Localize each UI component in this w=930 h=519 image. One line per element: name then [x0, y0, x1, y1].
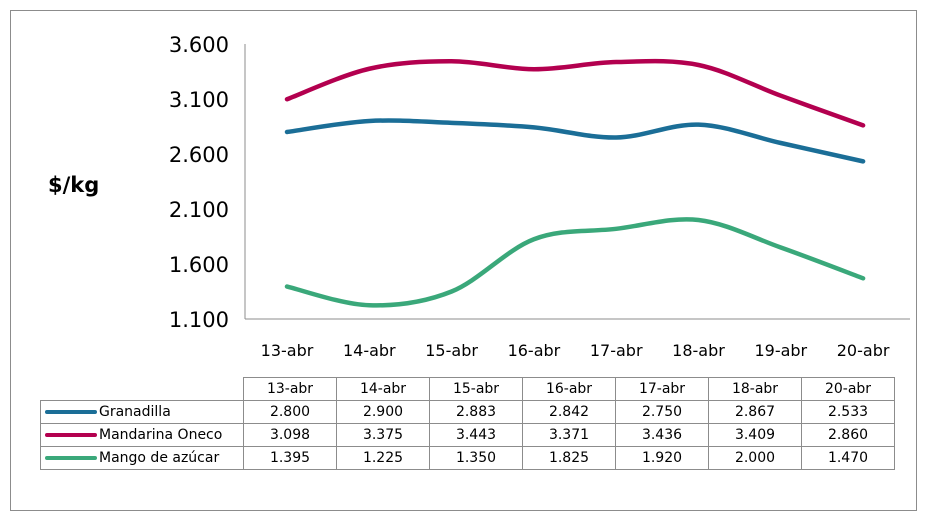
table-row: Mango de azúcar 1.395 1.225 1.350 1.825 1.920… [40, 446, 895, 470]
x-tick-label: 19-abr [754, 341, 807, 360]
x-tick-label: 14-abr [343, 341, 396, 360]
table-column-header: 15-abr [429, 377, 523, 401]
table-cell: 3.375 [336, 423, 430, 447]
table-cell: 2.533 [801, 400, 895, 424]
table-corner [40, 377, 244, 401]
series-line [284, 118, 866, 164]
y-tick-label: 2.100 [169, 198, 229, 222]
series-name: Mango de azúcar [99, 450, 220, 466]
table-cell: 1.225 [336, 446, 430, 470]
table-column-header: 18-abr [708, 377, 802, 401]
y-tick-label: 1.600 [169, 253, 229, 277]
x-tick-label: 17-abr [590, 341, 643, 360]
table-cell: 2.800 [243, 400, 337, 424]
table-cell: 1.920 [615, 446, 709, 470]
table-cell: 2.000 [708, 446, 802, 470]
table-cell: 3.098 [243, 423, 337, 447]
legend-key [45, 410, 97, 414]
series-line [284, 58, 866, 128]
y-tick-label: 3.600 [169, 33, 229, 57]
y-tick-label: 2.600 [169, 143, 229, 167]
x-tick-label: 16-abr [508, 341, 561, 360]
table-cell: 3.409 [708, 423, 802, 447]
table-column-header: 16-abr [522, 377, 616, 401]
table-cell: 3.371 [522, 423, 616, 447]
table-cell: 2.883 [429, 400, 523, 424]
table-row: Mandarina Oneco 3.098 3.375 3.443 3.371 3.436… [40, 423, 895, 447]
series-legend-label: Granadilla [40, 400, 244, 424]
series-name: Granadilla [99, 404, 171, 420]
table-cell: 1.350 [429, 446, 523, 470]
x-tick-label: 18-abr [672, 341, 725, 360]
table-column-header: 13-abr [243, 377, 337, 401]
data-table: 13-abr 14-abr 15-abr 16-abr 17-abr 18-abr 20-a… [40, 377, 895, 470]
table-row: Granadilla 2.800 2.900 2.883 2.842 2.750 2.867… [40, 400, 895, 424]
legend-key [45, 433, 97, 437]
table-cell: 2.750 [615, 400, 709, 424]
series-name: Mandarina Oneco [99, 427, 223, 443]
y-tick-label: 1.100 [169, 308, 229, 332]
table-cell: 2.867 [708, 400, 802, 424]
x-tick-label: 13-abr [261, 341, 314, 360]
table-cell: 3.443 [429, 423, 523, 447]
table-column-header: 17-abr [615, 377, 709, 401]
y-tick-label: 3.100 [169, 88, 229, 112]
table-cell: 1.825 [522, 446, 616, 470]
table-cell: 2.900 [336, 400, 430, 424]
table-cell: 1.395 [243, 446, 337, 470]
table-cell: 2.860 [801, 423, 895, 447]
table-cell: 2.842 [522, 400, 616, 424]
y-axis-label: $/kg [48, 173, 100, 197]
table-cell: 1.470 [801, 446, 895, 470]
series-legend-label: Mango de azúcar [40, 446, 244, 470]
table-column-header: 14-abr [336, 377, 430, 401]
series-legend-label: Mandarina Oneco [40, 423, 244, 447]
table-cell: 3.436 [615, 423, 709, 447]
series-line [284, 217, 866, 308]
x-tick-label: 15-abr [425, 341, 478, 360]
table-column-header: 20-abr [801, 377, 895, 401]
x-tick-label: 20-abr [837, 341, 890, 360]
legend-key [45, 456, 97, 460]
